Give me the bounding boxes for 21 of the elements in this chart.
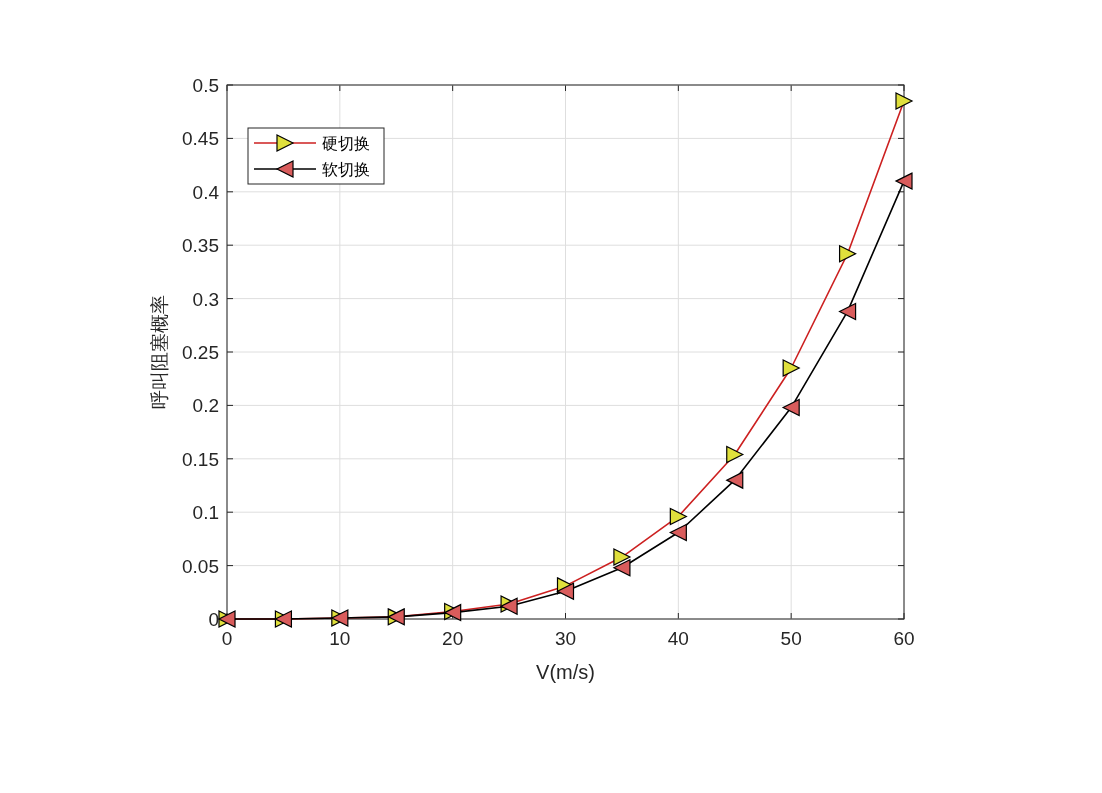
y-axis-title: 呼叫阻塞概率: [149, 295, 170, 409]
y-tick-label: 0.5: [192, 75, 219, 96]
x-tick-label: 60: [893, 628, 915, 649]
x-tick-label: 50: [780, 628, 802, 649]
x-axis-title: V(m/s): [536, 661, 595, 683]
y-tick-label: 0.15: [182, 448, 219, 470]
y-tick-label: 0.4: [192, 181, 220, 203]
x-tick-label: 30: [554, 628, 577, 649]
x-tick-label: 40: [667, 628, 689, 649]
x-tick-label: 20: [442, 628, 464, 649]
y-tick-label: 0.25: [182, 342, 219, 363]
x-tick-label: 10: [329, 628, 351, 649]
y-tick-label: 0.45: [182, 128, 219, 150]
y-tick-label: 0.2: [192, 395, 219, 417]
legend-label: 软切换: [322, 161, 370, 178]
y-tick-label: 0.35: [182, 235, 219, 257]
x-tick-label: 0: [221, 628, 233, 649]
y-tick-label: 0.3: [192, 288, 219, 310]
y-tick-label: 0.1: [192, 502, 219, 524]
legend-label: 硬切换: [322, 135, 370, 152]
y-tick-label: 0.05: [182, 555, 219, 577]
